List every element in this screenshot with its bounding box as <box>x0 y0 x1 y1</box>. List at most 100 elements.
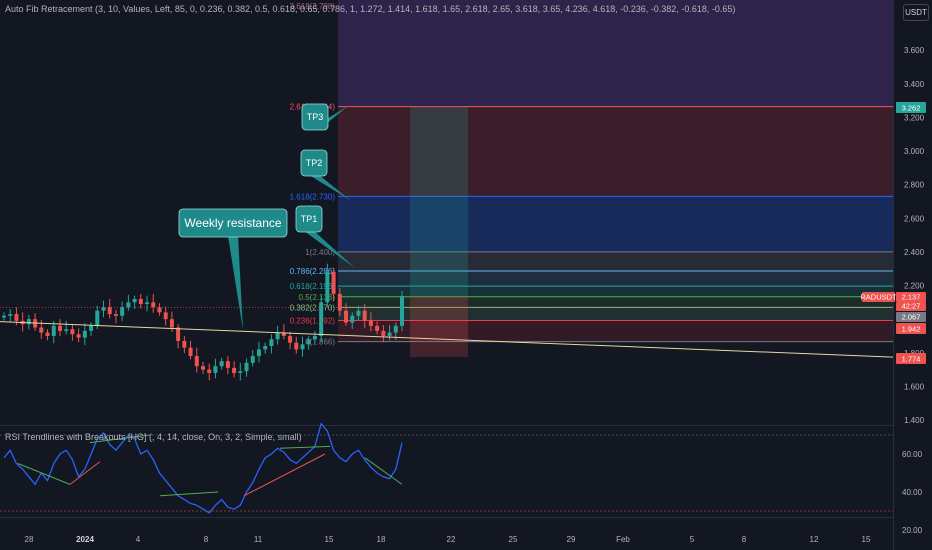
candle-body <box>64 329 69 331</box>
candle-body <box>350 315 355 323</box>
candle-body <box>244 362 249 372</box>
price-tick-label: 3.000 <box>904 147 925 156</box>
price-tick-label: 3.600 <box>904 46 925 55</box>
time-tick-label: 2024 <box>76 535 94 544</box>
callout-tp3[interactable]: TP3 <box>301 103 348 131</box>
currency-badge[interactable]: USDT <box>903 4 929 21</box>
callout-label: TP2 <box>306 158 323 168</box>
candle-body <box>356 310 361 316</box>
fib-indicator-title[interactable]: Auto Fib Retracement (3, 10, Values, Lef… <box>5 4 736 14</box>
price-tick-label: 3.200 <box>904 113 925 122</box>
candle-body <box>51 325 56 336</box>
candle-body <box>107 307 112 315</box>
price-tick-label: 2.200 <box>904 282 925 291</box>
candle-body <box>288 335 293 343</box>
candle-body <box>95 310 100 326</box>
fib-level-label: 0.786(2.286) <box>290 267 336 276</box>
candle-body <box>82 330 87 338</box>
price-badge-label: 1.774 <box>902 355 921 364</box>
candle-body <box>138 298 143 304</box>
price-badge <box>896 292 926 302</box>
candle-body <box>176 327 181 341</box>
candle-body <box>201 366 205 370</box>
time-tick-label: 22 <box>447 535 456 544</box>
fib-zone-top <box>338 0 893 107</box>
candle-body <box>89 325 94 331</box>
time-tick-label: 5 <box>690 535 695 544</box>
time-tick-label: 15 <box>325 535 334 544</box>
fib-zone-1 <box>338 196 893 252</box>
position-loss-zone <box>410 296 468 358</box>
price-tick-label: 3.400 <box>904 80 925 89</box>
rsi-tick-label: 40.00 <box>902 488 923 497</box>
weekly-resistance-trendline <box>0 321 894 358</box>
fib-level-label: 1.618(2.730) <box>290 192 336 201</box>
candle-body <box>232 367 237 373</box>
price-tick-label: 1.600 <box>904 382 925 391</box>
callout-weekly-resistance[interactable]: Weekly resistance <box>178 208 288 330</box>
price-tick-label: 1.400 <box>904 416 925 425</box>
callout-box <box>178 208 288 238</box>
rsi-trendline <box>364 457 403 485</box>
fib-zone-4 <box>338 286 893 297</box>
candle-body <box>182 340 187 348</box>
callout-tp1[interactable]: TP1 <box>295 205 355 268</box>
rsi-trendline <box>243 453 326 497</box>
callout-box <box>300 149 328 177</box>
candle-body <box>400 296 404 326</box>
candle-body <box>344 310 349 323</box>
candle-body <box>169 319 174 328</box>
candle-body <box>275 332 280 340</box>
time-tick-label: 25 <box>509 535 518 544</box>
candle-body <box>39 327 44 333</box>
price-badge <box>896 312 926 322</box>
candle-body <box>375 325 380 331</box>
price-badge <box>896 302 926 311</box>
rsi-indicator-title[interactable]: RSI Trendlines with Breakouts [HG] (, 4,… <box>5 432 302 442</box>
candle-body <box>225 361 230 368</box>
candle-body <box>132 298 137 303</box>
price-badge-label: 3.262 <box>902 104 921 113</box>
price-badge-label: 2.067 <box>902 313 921 322</box>
fib-level-label: 0.382(2.070) <box>290 303 336 312</box>
time-tick-label: 18 <box>377 535 386 544</box>
price-tick-label: 2.400 <box>904 248 925 257</box>
candle-body <box>188 347 193 357</box>
callout-box <box>295 205 323 233</box>
candle-body <box>250 356 255 363</box>
rsi-trendline <box>159 491 219 497</box>
fib-zone-0 <box>338 106 893 197</box>
candle-body <box>238 371 243 373</box>
rsi-line <box>3 422 403 514</box>
candle-body <box>387 332 392 336</box>
candle-body <box>269 339 274 347</box>
candle-body <box>2 315 6 318</box>
callout-pointer <box>309 175 350 200</box>
callout-label: TP3 <box>307 112 324 122</box>
candle-body <box>219 361 224 367</box>
candle-body <box>126 302 131 308</box>
callout-tp2[interactable]: TP2 <box>300 149 350 200</box>
candle-body <box>45 332 50 336</box>
candle-body <box>294 342 299 350</box>
price-badge-label: 42:27 <box>902 302 921 311</box>
rsi-trendline <box>69 461 101 485</box>
price-badge <box>896 323 926 334</box>
time-tick-label: 11 <box>254 535 263 544</box>
rsi-tick-label: 60.00 <box>902 450 923 459</box>
price-badge <box>862 292 895 302</box>
fib-level-label: 0.5(2.133) <box>299 293 336 302</box>
candle-body <box>120 307 125 316</box>
time-tick-label: 4 <box>136 535 141 544</box>
price-badge-label: RADUSDT <box>860 293 897 302</box>
candle-body <box>213 366 218 373</box>
candle-body <box>26 319 31 325</box>
candle-body <box>306 339 311 345</box>
candle-body <box>207 369 212 373</box>
rsi-trendline <box>279 445 331 449</box>
candle-body <box>101 307 106 311</box>
price-badge <box>896 102 926 113</box>
candle-body <box>113 314 118 316</box>
